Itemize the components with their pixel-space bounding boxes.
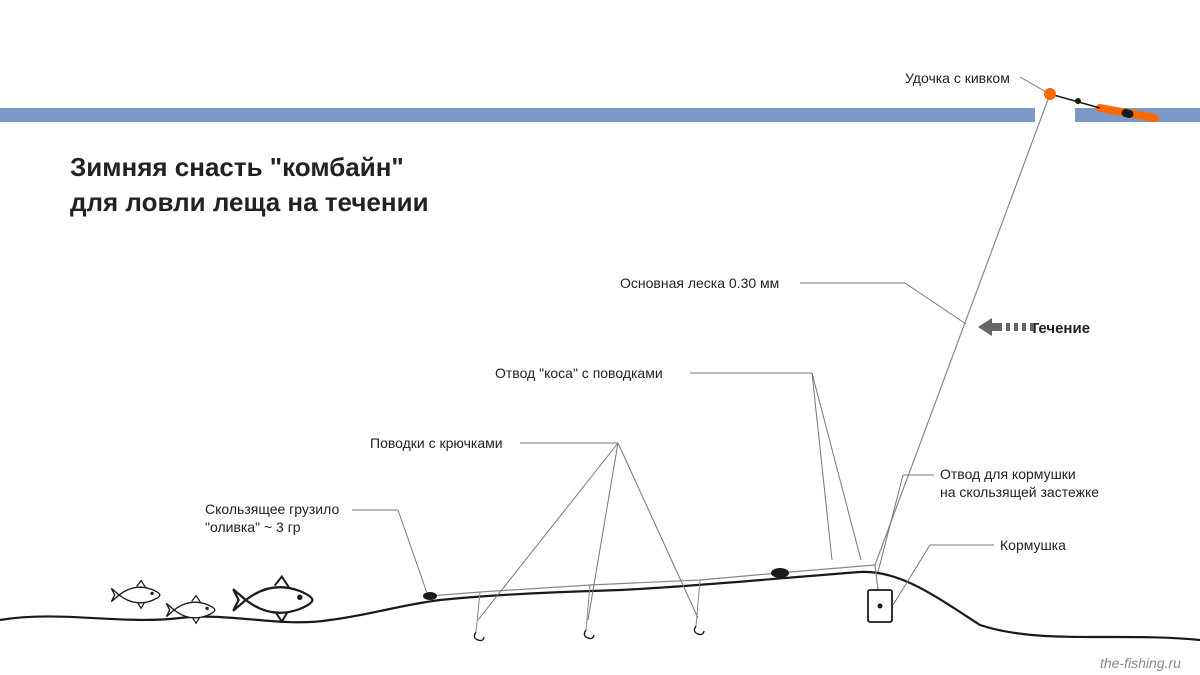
ice-bar-right (1075, 108, 1200, 122)
watermark: the-fishing.ru (1100, 655, 1181, 671)
label-hooks: Поводки с крючками (370, 435, 503, 451)
label-branch: Отвод "коса" с поводками (495, 365, 663, 381)
ice-bar-left (0, 108, 1035, 122)
label-sinker: Скользящее грузило "оливка" ~ 3 гр (205, 500, 339, 536)
label-feederarm: Отвод для кормушки на скользящей застежк… (940, 465, 1099, 501)
label-mainline: Основная леска 0.30 мм (620, 275, 779, 291)
diagram-title: Зимняя снасть "комбайн" для ловли леща н… (70, 150, 429, 220)
diagram-svg (0, 0, 1200, 675)
label-feeder: Кормушка (1000, 537, 1066, 553)
label-current: Течение (1030, 320, 1090, 337)
label-rod: Удочка с кивком (905, 70, 1010, 86)
